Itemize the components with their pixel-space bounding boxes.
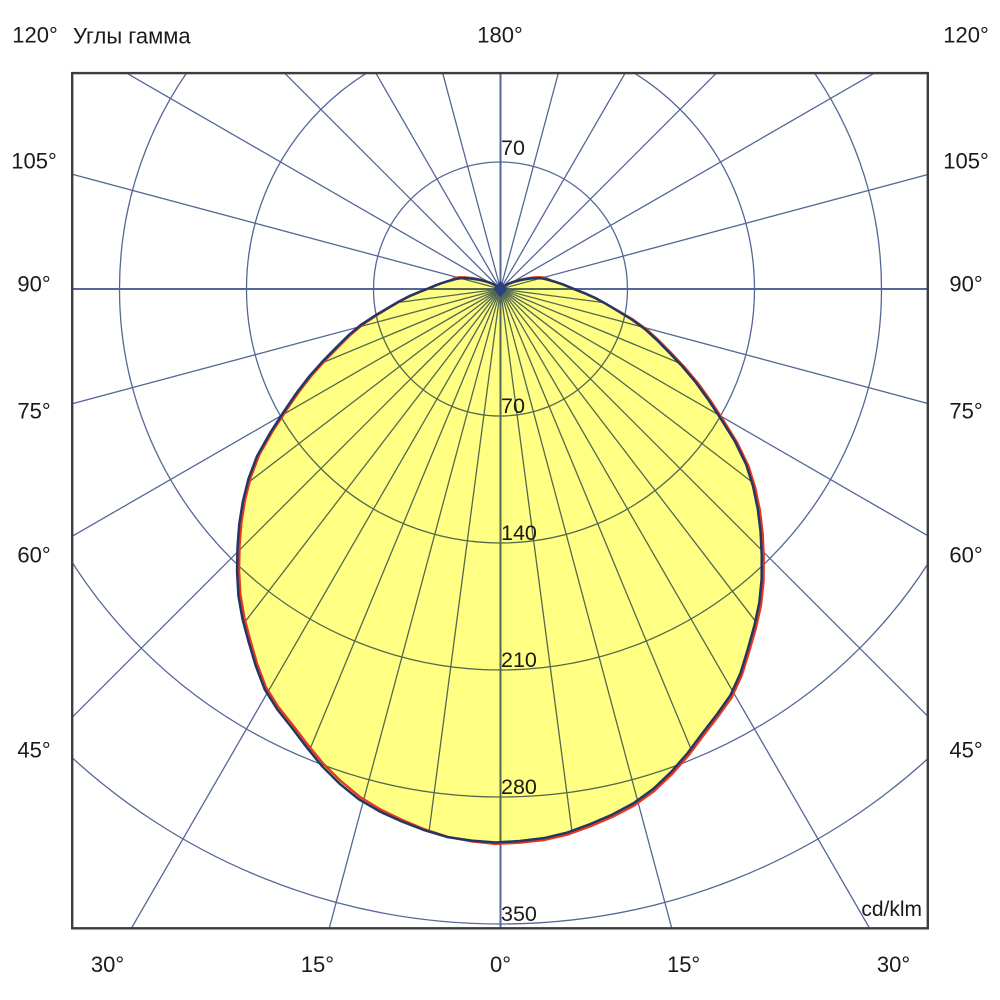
- svg-text:60°: 60°: [949, 543, 982, 568]
- svg-text:70: 70: [501, 136, 525, 160]
- svg-text:120°: 120°: [943, 23, 989, 48]
- svg-text:45°: 45°: [17, 738, 50, 763]
- svg-text:350: 350: [501, 902, 537, 926]
- svg-text:30°: 30°: [91, 952, 124, 977]
- svg-text:90°: 90°: [949, 272, 982, 297]
- svg-text:45°: 45°: [949, 738, 982, 763]
- svg-text:30°: 30°: [877, 952, 910, 977]
- svg-text:60°: 60°: [17, 543, 50, 568]
- svg-text:15°: 15°: [301, 952, 334, 977]
- svg-text:105°: 105°: [11, 149, 57, 174]
- svg-text:120°: 120°: [12, 23, 58, 48]
- svg-text:75°: 75°: [949, 399, 982, 424]
- svg-text:cd/klm: cd/klm: [861, 898, 922, 921]
- svg-text:90°: 90°: [17, 272, 50, 297]
- svg-text:75°: 75°: [17, 399, 50, 424]
- svg-text:105°: 105°: [943, 149, 989, 174]
- svg-text:15°: 15°: [667, 952, 700, 977]
- svg-text:0°: 0°: [490, 952, 511, 977]
- svg-text:180°: 180°: [477, 23, 523, 48]
- svg-text:Углы гамма: Углы гамма: [73, 24, 191, 49]
